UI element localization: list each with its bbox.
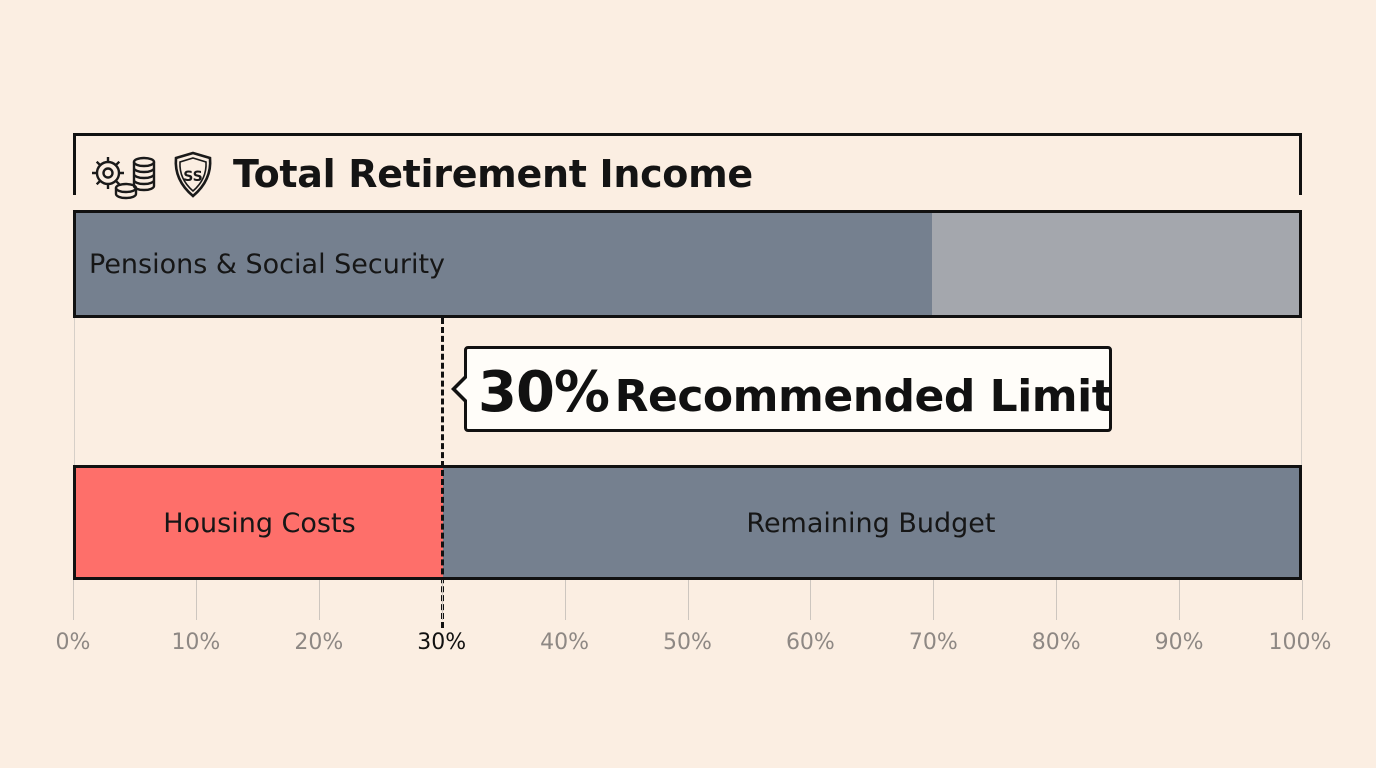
tick-mark: [564, 580, 566, 620]
gear-coins-icon: [92, 156, 156, 200]
tick-mark: [933, 580, 935, 620]
chart-title: Total Retirement Income: [233, 152, 753, 196]
tick-mark: [1302, 580, 1303, 620]
x-tick-label: 80%: [1031, 630, 1081, 655]
gridline: [74, 318, 75, 465]
tick-mark: [1056, 580, 1058, 620]
x-tick-label: 60%: [785, 630, 835, 655]
gridline: [1301, 318, 1302, 465]
x-tick-label: 30%: [417, 630, 467, 655]
tick-mark: [1179, 580, 1181, 620]
x-tick-label: 10%: [171, 630, 221, 655]
budget-bar: Housing Costs Remaining Budget: [73, 465, 1302, 580]
budget-segment-0: [76, 468, 443, 577]
threshold-percent: 30%: [478, 360, 610, 425]
income-segment-1: [932, 213, 1299, 315]
threshold-line: [440, 318, 444, 628]
threshold-callout: [464, 346, 1112, 432]
x-tick-label: 90%: [1154, 630, 1204, 655]
segment-label: Housing Costs: [163, 508, 356, 539]
x-tick-label: 70%: [908, 630, 958, 655]
threshold-text: Recommended Limit: [614, 371, 1113, 422]
social-security-shield-icon: SS: [174, 151, 212, 198]
header-icons: SS: [88, 150, 216, 200]
income-bar: Pensions & Social Security: [73, 210, 1302, 318]
segment-label: Remaining Budget: [746, 508, 996, 539]
x-tick-label: 50%: [663, 630, 712, 655]
tick-mark: [318, 580, 320, 620]
x-tick-label: 20%: [294, 630, 344, 655]
threshold-label: 30% Recommended Limit: [478, 360, 1113, 425]
tick-mark: [441, 580, 443, 620]
header-bracket: [73, 133, 1302, 195]
x-tick-label: 40%: [540, 630, 590, 655]
tick-mark: [810, 580, 812, 620]
tick-mark: [195, 580, 197, 620]
segment-label: Pensions & Social Security: [89, 249, 446, 280]
x-tick-label: 100%: [1268, 630, 1332, 655]
x-tick-label: 0%: [55, 630, 91, 655]
tick-mark: [73, 580, 74, 620]
tick-mark: [687, 580, 689, 620]
income-segment-0: [76, 213, 933, 315]
budget-segment-1: [442, 468, 1299, 577]
shield-text: SS: [183, 169, 203, 185]
